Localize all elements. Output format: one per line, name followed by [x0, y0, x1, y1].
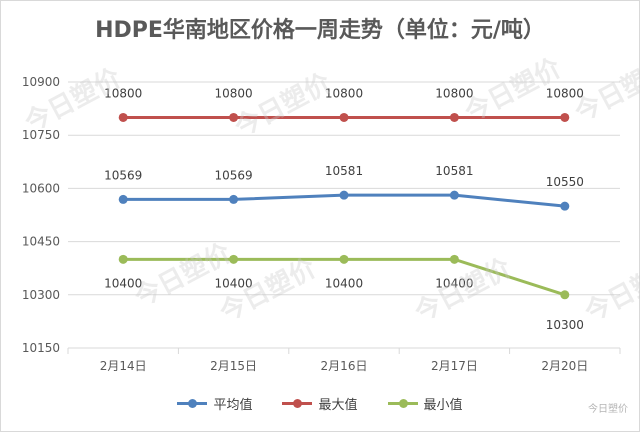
data-label: 10581: [325, 164, 363, 178]
data-label: 10400: [104, 276, 142, 290]
data-point: [339, 112, 349, 122]
x-tick-label: 2月14日: [100, 359, 147, 373]
y-tick-label: 10150: [22, 341, 60, 355]
data-label: 10581: [435, 164, 473, 178]
legend-item-average[interactable]: 平均值: [177, 394, 252, 413]
x-tick-label: 2月17日: [431, 359, 478, 373]
chart-title: HDPE华南地区价格一周走势（单位：元/吨）: [95, 18, 545, 43]
data-point: [229, 194, 239, 204]
legend-swatch-max: [282, 398, 313, 408]
data-label: 10800: [325, 86, 363, 100]
data-point: [560, 112, 570, 122]
data-point: [229, 254, 239, 264]
data-label: 10300: [546, 318, 584, 332]
data-point: [118, 194, 128, 204]
data-label: 10400: [435, 276, 473, 290]
data-label: 10400: [325, 276, 363, 290]
data-point: [449, 254, 459, 264]
data-point: [449, 190, 459, 200]
data-label: 10400: [215, 276, 253, 290]
legend-item-min[interactable]: 最小值: [387, 394, 463, 413]
data-point: [560, 290, 570, 300]
y-tick-label: 10750: [22, 128, 60, 142]
legend-label-average: 平均值: [213, 398, 253, 413]
data-label: 10800: [104, 86, 142, 100]
data-label: 10550: [546, 175, 584, 189]
footer-watermark-text: 今日塑价: [588, 404, 628, 415]
legend-swatch-average: [177, 398, 208, 408]
data-point: [118, 112, 128, 122]
data-point: [229, 112, 239, 122]
data-label: 10800: [435, 86, 473, 100]
data-label: 10569: [104, 168, 142, 182]
legend-label-max: 最大值: [318, 398, 358, 413]
legend-label-min: 最小值: [423, 398, 463, 413]
data-point: [339, 254, 349, 264]
data-label: 10800: [215, 86, 253, 100]
data-point: [118, 254, 128, 264]
legend-swatch-min: [387, 398, 418, 408]
y-tick-label: 10450: [22, 235, 60, 249]
y-tick-label: 10900: [22, 75, 60, 89]
x-tick-label: 2月15日: [210, 359, 257, 373]
data-label: 10569: [215, 168, 253, 182]
y-tick-label: 10600: [22, 181, 60, 195]
y-tick-label: 10300: [22, 288, 60, 302]
x-tick-label: 2月20日: [541, 359, 588, 373]
x-tick-label: 2月16日: [321, 359, 368, 373]
data-point: [339, 190, 349, 200]
chart-legend: 平均值 最大值 最小值: [0, 394, 640, 413]
legend-item-max[interactable]: 最大值: [282, 394, 358, 413]
data-point: [560, 201, 570, 211]
data-label: 10800: [546, 86, 584, 100]
data-point: [449, 112, 459, 122]
